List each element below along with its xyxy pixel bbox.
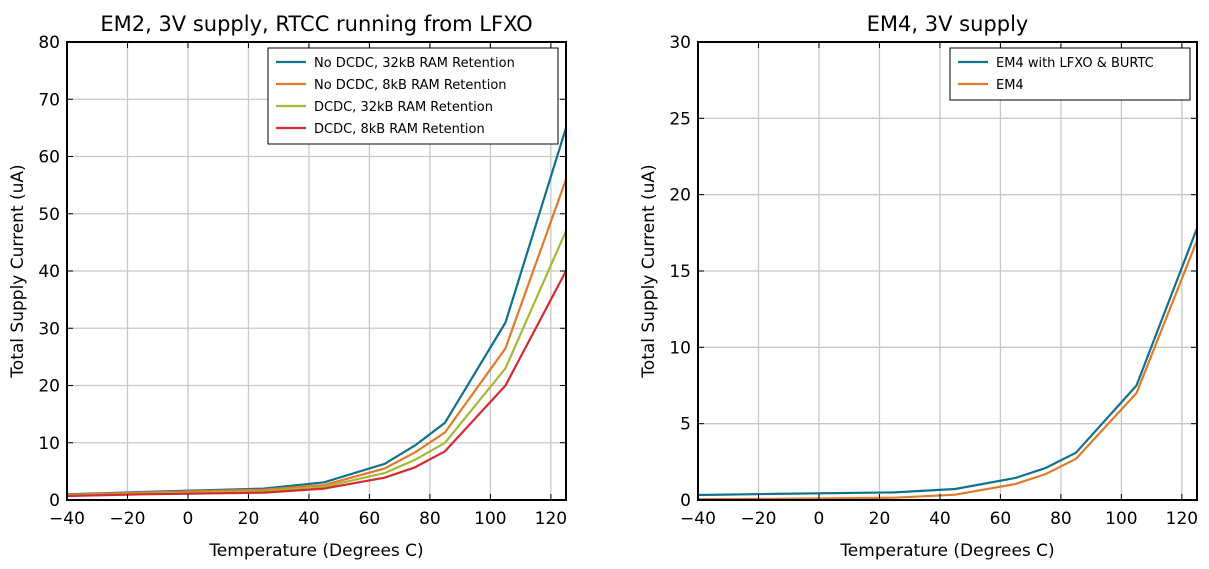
x-axis-label: Temperature (Degrees C) bbox=[839, 541, 1054, 561]
y-tick-label: 25 bbox=[669, 109, 691, 129]
chart-title: EM2, 3V supply, RTCC running from LFXO bbox=[100, 12, 532, 36]
y-axis-label: Total Supply Current (uA) bbox=[639, 164, 659, 378]
y-tick-label: 20 bbox=[38, 377, 60, 397]
legend-box bbox=[267, 47, 559, 145]
x-tick-label: 60 bbox=[359, 509, 381, 529]
legend-label-1: EM4 bbox=[996, 78, 1024, 93]
y-tick-label: 0 bbox=[49, 491, 60, 511]
series-line-1 bbox=[66, 179, 568, 496]
x-tick-label: 40 bbox=[929, 509, 951, 529]
legend-label-3: DCDC, 8kB RAM Retention bbox=[314, 122, 485, 137]
x-tick-label: 80 bbox=[419, 509, 441, 529]
x-tick-label: −20 bbox=[110, 509, 146, 529]
y-tick-label: 0 bbox=[680, 491, 691, 511]
x-tick-label: 60 bbox=[990, 509, 1012, 529]
y-tick-label: 50 bbox=[38, 205, 60, 225]
y-tick-label: 60 bbox=[38, 148, 60, 168]
x-tick-label: 0 bbox=[183, 509, 194, 529]
y-tick-label: 20 bbox=[669, 186, 691, 206]
y-tick-label: 70 bbox=[38, 90, 60, 110]
x-tick-label: 120 bbox=[535, 509, 567, 529]
x-tick-label: 100 bbox=[474, 509, 506, 529]
chart-em4: −40 −20 0 20 40 60 80 100 120 0 5 10 15 20 25 30 EM4, 3V… bbox=[639, 12, 1198, 561]
x-tick-label: −40 bbox=[49, 509, 85, 529]
x-tick-label: 20 bbox=[238, 509, 260, 529]
series-line-0 bbox=[66, 127, 568, 496]
x-tick-label: 20 bbox=[869, 509, 891, 529]
series-line-0 bbox=[697, 227, 1199, 497]
y-tick-label: 80 bbox=[38, 33, 60, 53]
y-tick-label: 40 bbox=[38, 262, 60, 282]
series-line-1 bbox=[697, 240, 1199, 501]
series-line-3 bbox=[66, 270, 567, 498]
x-tick-label: 100 bbox=[1105, 509, 1137, 529]
y-tick-label: 5 bbox=[680, 415, 691, 435]
y-tick-label: 15 bbox=[669, 262, 691, 282]
x-tick-label: 80 bbox=[1050, 509, 1072, 529]
y-axis-label: Total Supply Current (uA) bbox=[8, 164, 28, 378]
x-tick-label: 0 bbox=[814, 509, 825, 529]
y-tick-label: 30 bbox=[669, 33, 691, 53]
x-tick-label: −20 bbox=[741, 509, 777, 529]
y-tick-label: 30 bbox=[38, 319, 60, 339]
x-tick-label: 120 bbox=[1166, 509, 1198, 529]
legend-label-1: No DCDC, 8kB RAM Retention bbox=[314, 78, 507, 93]
y-tick-label: 10 bbox=[38, 434, 60, 454]
x-axis-label: Temperature (Degrees C) bbox=[208, 541, 423, 561]
legend-box bbox=[949, 47, 1191, 101]
legend-label-2: DCDC, 32kB RAM Retention bbox=[314, 100, 493, 115]
legend-label-0: EM4 with LFXO & BURTC bbox=[996, 56, 1154, 71]
x-tick-label: −40 bbox=[680, 509, 716, 529]
chart-title: EM4, 3V supply bbox=[867, 12, 1029, 36]
x-tick-label: 40 bbox=[298, 509, 320, 529]
y-tick-label: 10 bbox=[669, 338, 691, 358]
legend-label-0: No DCDC, 32kB RAM Retention bbox=[314, 56, 515, 71]
chart-em2: −40 −20 0 20 40 60 80 100 120 0 10 20 30 40 50 60 70 80 EM… bbox=[8, 12, 567, 561]
